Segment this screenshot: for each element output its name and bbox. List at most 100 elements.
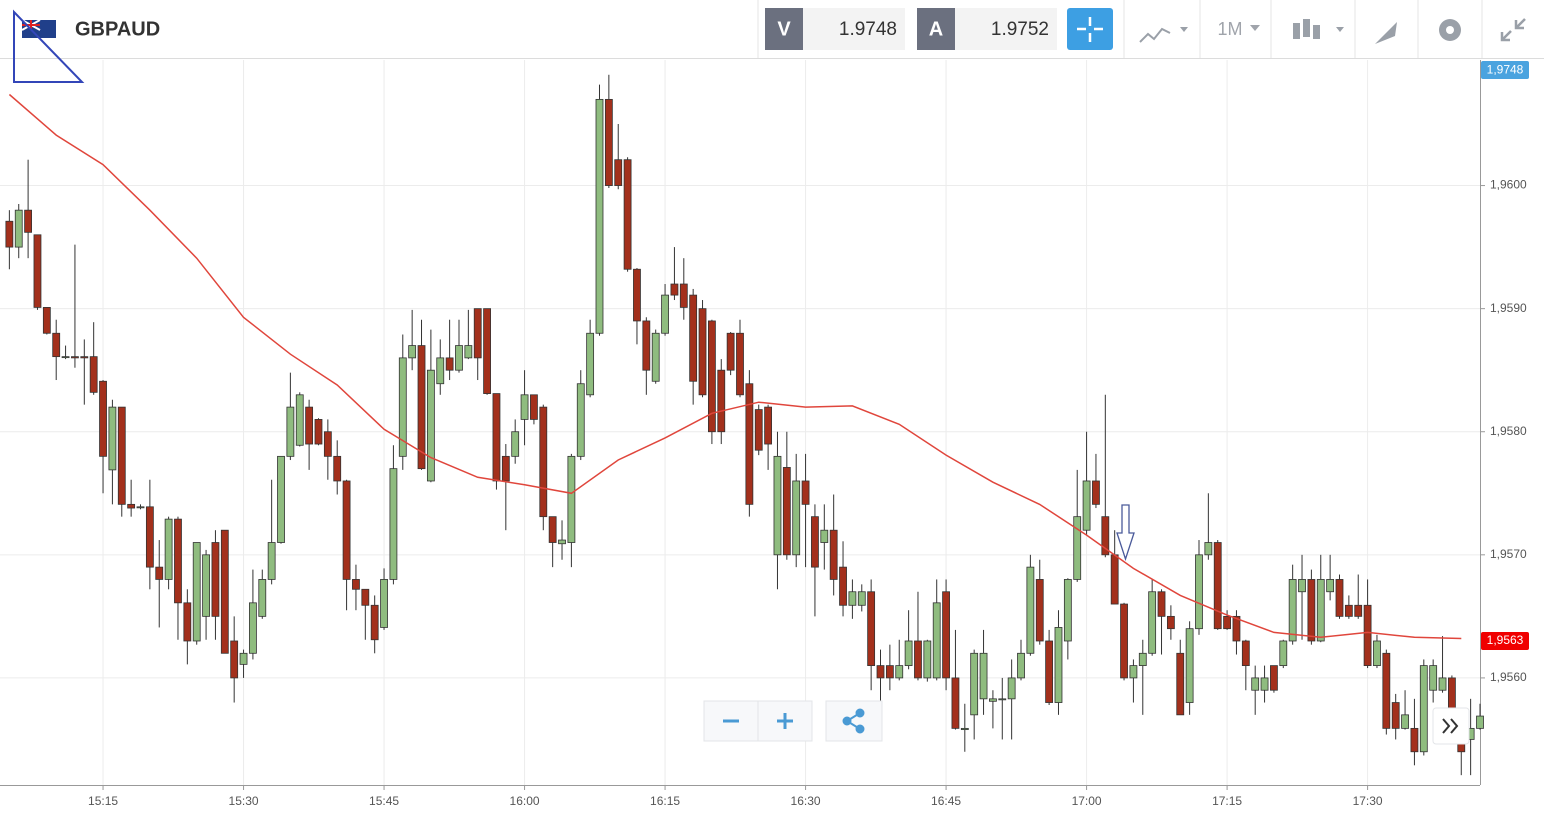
candle-body	[1045, 640, 1054, 703]
scroll-right-button[interactable]	[1432, 707, 1470, 745]
candle-body	[567, 455, 576, 543]
candle-body	[707, 320, 716, 433]
x-tick-label: 16:30	[791, 794, 821, 808]
symbol-title: GBPAUD	[75, 18, 160, 40]
chart-type-button[interactable]	[1139, 27, 1188, 43]
candle-body	[717, 369, 726, 433]
ask-value: 1.9752	[991, 19, 1049, 40]
candle-body	[1120, 603, 1128, 679]
candle-body	[1185, 628, 1194, 703]
candle-body	[99, 380, 107, 457]
candle-body	[698, 308, 707, 396]
candle-body	[473, 308, 482, 359]
candle-body	[136, 506, 145, 509]
candle-body	[267, 542, 276, 580]
candle-body	[145, 506, 154, 568]
candle-body	[914, 640, 922, 679]
candle-body	[1166, 615, 1175, 630]
candle-body	[623, 159, 632, 270]
ask-button[interactable]	[917, 8, 955, 50]
candle-body	[1410, 727, 1419, 753]
candle-body	[305, 406, 314, 445]
candle-body	[839, 566, 847, 606]
candle-body	[998, 698, 1007, 701]
x-tick-label: 15:45	[369, 794, 399, 808]
candle-body	[745, 383, 754, 505]
candle-body	[1073, 516, 1082, 580]
candle-body	[52, 332, 61, 358]
candle-body	[1260, 677, 1269, 691]
candle-body	[1335, 579, 1344, 617]
candle-body	[1279, 640, 1288, 667]
x-tick-label: 15:15	[88, 794, 118, 808]
current-price-label: 1,9748	[1487, 63, 1524, 77]
candle-body	[1326, 579, 1335, 593]
candle-body	[548, 516, 557, 543]
timeframe-button[interactable]: 1M	[1217, 19, 1242, 39]
candle-body	[530, 394, 538, 420]
candle-body	[1363, 604, 1372, 667]
crosshair-button[interactable]	[1067, 8, 1113, 50]
candle-body	[1138, 652, 1147, 667]
candle-body	[464, 345, 473, 359]
candle-body	[1223, 615, 1231, 630]
candle-body	[1419, 665, 1428, 753]
share-button[interactable]	[842, 708, 865, 734]
flag-icon	[21, 19, 56, 38]
candle-body	[1354, 604, 1363, 617]
candle-body	[539, 406, 548, 518]
candle-body	[230, 640, 239, 679]
bid-label: V	[777, 18, 791, 40]
candle-body	[1082, 480, 1091, 531]
candle-body	[164, 518, 173, 580]
candle-type-button[interactable]	[1293, 19, 1344, 39]
candle-body	[923, 640, 932, 679]
candle-body	[389, 468, 398, 580]
candle-body	[642, 320, 651, 371]
x-tick-label: 16:00	[510, 794, 540, 808]
candle-body	[24, 209, 33, 233]
candle-body	[436, 357, 445, 385]
candle-body	[239, 652, 248, 665]
candle-body	[323, 431, 332, 457]
candle-body	[773, 455, 782, 556]
candle-body	[1241, 640, 1250, 667]
y-tick-label: 1,9570	[1490, 547, 1527, 561]
candle-body	[1401, 714, 1409, 729]
candle-body	[1270, 665, 1278, 691]
candle-body	[1307, 579, 1316, 642]
moving-average-line	[8, 93, 1462, 640]
candle-body	[445, 357, 454, 371]
candle-body	[857, 591, 866, 606]
candle-body	[1035, 579, 1044, 642]
candle-body	[876, 665, 885, 679]
candle-body	[1438, 677, 1447, 691]
candle-body	[61, 356, 70, 359]
draw-tool-button[interactable]	[1375, 22, 1397, 44]
candle-body	[174, 518, 182, 604]
candle-body	[811, 516, 819, 568]
y-tick-label: 1,9580	[1490, 424, 1527, 438]
candle-body	[1129, 665, 1138, 679]
candle-body	[764, 406, 773, 445]
candle-body	[576, 383, 585, 457]
candle-body	[942, 591, 950, 679]
candle-body	[792, 480, 801, 556]
bid-value: 1.9748	[839, 19, 897, 40]
collapse-button[interactable]	[1500, 18, 1526, 42]
candle-body	[904, 640, 913, 667]
candle-body	[1195, 554, 1203, 630]
zoom-in-button[interactable]	[777, 713, 793, 729]
candle-body	[117, 406, 126, 505]
share-box	[825, 700, 883, 742]
candle-body	[408, 345, 417, 359]
candle-body	[333, 455, 342, 482]
candle-body	[42, 307, 51, 334]
separators	[757, 0, 1483, 58]
candle-body	[295, 394, 304, 446]
bid-button[interactable]	[765, 8, 803, 50]
candle-body	[183, 602, 192, 642]
candle-body	[970, 652, 979, 716]
settings-button[interactable]	[1439, 19, 1461, 41]
